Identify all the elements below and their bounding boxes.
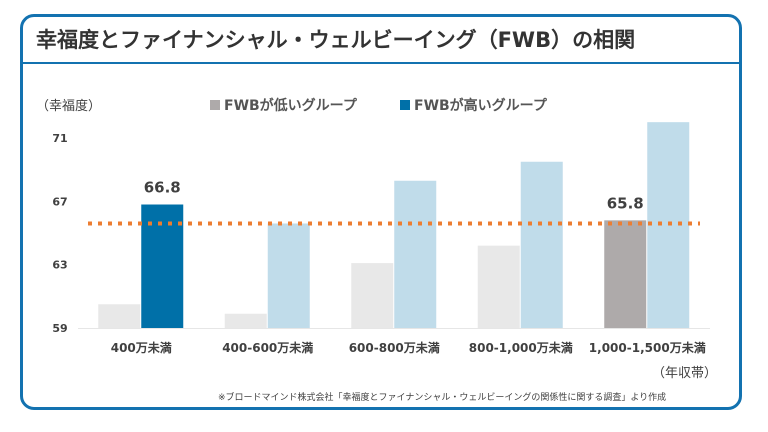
y-axis-label: （幸福度） (36, 99, 102, 114)
bar-low (477, 245, 520, 328)
source-note: ※ブロードマインド株式会社「幸福度とファイナンシャル・ウェルビーイングの関係性に… (218, 393, 667, 403)
x-tick-label: 400-600万未満 (222, 340, 313, 355)
bar-high (267, 223, 310, 328)
data-label: 65.8 (607, 194, 644, 212)
legend-swatch-low (210, 100, 220, 110)
y-tick-label: 63 (52, 259, 67, 272)
legend-label-high: FWBが高いグループ (414, 98, 547, 114)
x-axis-label: （年収帯） (652, 366, 718, 381)
legend-swatch-high (400, 100, 410, 110)
chart-card (20, 14, 742, 410)
title-bar: 幸福度とファイナンシャル・ウェルビーイング（FWB）の相関 (20, 14, 742, 64)
bar-low (224, 313, 267, 328)
bar-low (351, 263, 394, 328)
legend-label-low: FWBが低いグループ (224, 98, 357, 114)
chart-title: 幸福度とファイナンシャル・ウェルビーイング（FWB）の相関 (36, 28, 636, 52)
y-tick-label: 67 (52, 195, 67, 208)
y-tick-label: 71 (52, 132, 67, 145)
bar-low (98, 304, 141, 328)
bar-high (394, 180, 437, 328)
bar-low (604, 220, 647, 328)
legend-item-high: FWBが高いグループ (400, 95, 547, 115)
legend-item-low: FWBが低いグループ (210, 95, 357, 115)
x-tick-label: 600-800万未満 (349, 340, 440, 355)
x-tick-label: 800-1,000万未満 (469, 340, 573, 355)
x-tick-label: 400万未満 (111, 340, 172, 355)
bar-high (520, 161, 563, 328)
bar-high (141, 204, 184, 328)
data-label: 66.8 (144, 179, 181, 197)
x-tick-label: 1,000-1,500万未満 (589, 340, 706, 355)
y-tick-label: 59 (52, 322, 67, 335)
